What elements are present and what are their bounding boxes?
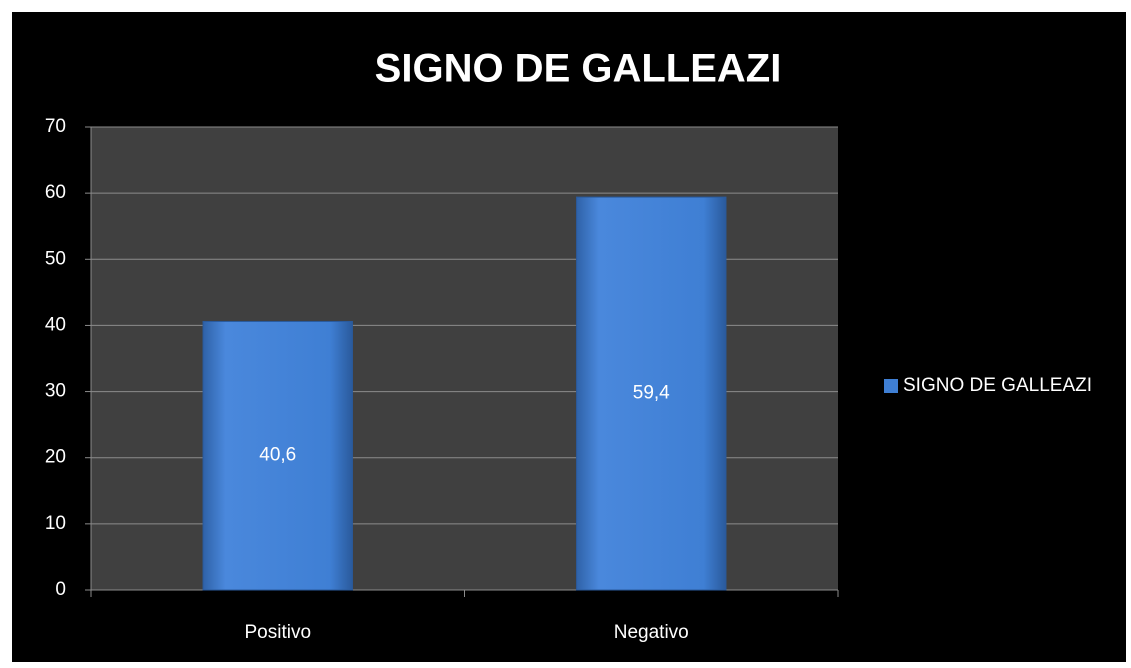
y-tick-label: 70 [45, 116, 66, 137]
legend-label: SIGNO DE GALLEAZI [903, 375, 1092, 396]
y-tick-label: 10 [45, 513, 66, 534]
data-label: 59,4 [633, 383, 670, 404]
y-tick-label: 0 [55, 579, 66, 600]
y-tick-label: 20 [45, 447, 66, 468]
y-tick-label: 60 [45, 182, 66, 203]
x-tick-label: Positivo [244, 622, 311, 643]
bar [576, 196, 727, 591]
x-tick-label: Negativo [614, 622, 689, 643]
y-tick-label: 50 [45, 248, 66, 269]
y-tick-label: 30 [45, 381, 66, 402]
chart-title: SIGNO DE GALLEAZI [375, 47, 782, 91]
data-label: 40,6 [259, 445, 296, 466]
y-tick-label: 40 [45, 314, 66, 335]
bar [202, 320, 353, 591]
legend-swatch [884, 379, 898, 393]
